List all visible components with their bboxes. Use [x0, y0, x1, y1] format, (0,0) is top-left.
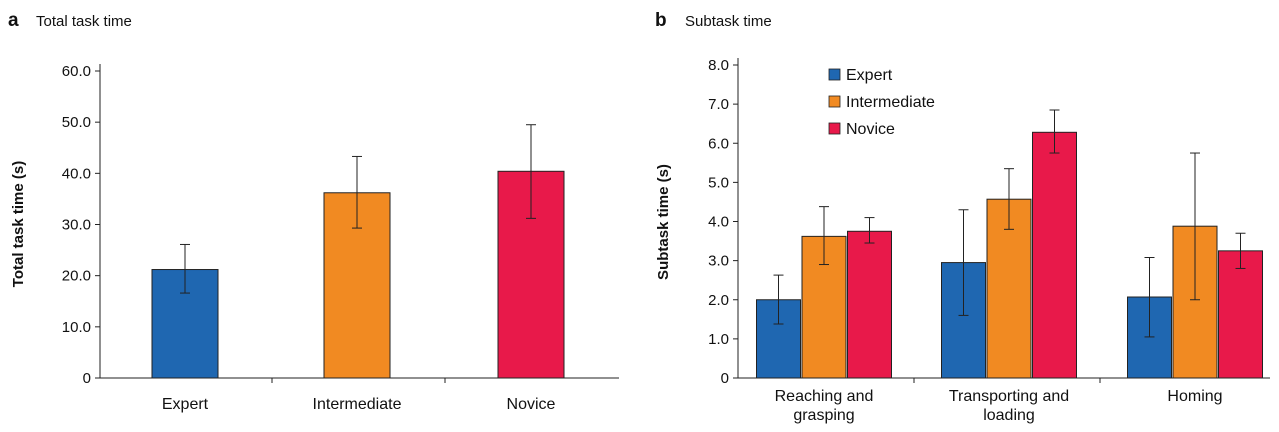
panel-a-y-tick-label: 50.0 — [62, 114, 91, 131]
panel-a-y-tick-label: 10.0 — [62, 319, 91, 336]
legend-label: Novice — [846, 121, 895, 138]
panel-b-bar — [1218, 250, 1263, 379]
panel-a-chart: 0 10.0 20.0 30.0 40.0 50.0 60.0 Expert Intermedi… — [62, 63, 619, 413]
panel-a-y-axis-title: Total task time (s) — [10, 161, 27, 287]
panel-b-y-tick-label: 4.0 — [708, 214, 729, 231]
legend-swatch — [828, 122, 841, 135]
legend-label: Expert — [846, 67, 893, 84]
panel-a-y-tick-label: 20.0 — [62, 268, 91, 285]
panel-b-bar — [1032, 131, 1077, 379]
panel-a-letter: a — [8, 10, 19, 31]
panel-b-x-tick-label: loading — [983, 407, 1035, 424]
panel-b-y-axis-title: Subtask time (s) — [655, 164, 672, 280]
panel-b-x-tick-label: grasping — [793, 407, 854, 424]
panel-b-chart: 0 1.0 2.0 3.0 4.0 5.0 6.0 7.0 8.0 Reaching and gra… — [708, 57, 1270, 424]
panel-b-y-tick-label: 2.0 — [708, 292, 729, 309]
panel-b-bar — [847, 230, 892, 379]
legend-swatch — [828, 68, 841, 81]
panel-b-title: Subtask time — [685, 13, 772, 30]
panel-a-x-tick-label: Intermediate — [313, 396, 402, 413]
panel-b-y-tick-label: 6.0 — [708, 135, 729, 152]
panel-b-letter: b — [655, 10, 667, 31]
panel-b-y-tick-label: 1.0 — [708, 331, 729, 348]
panel-b-y-tick-label: 8.0 — [708, 57, 729, 74]
panel-b-x-tick-label: Reaching and — [775, 388, 874, 405]
panel-a-y-tick-label: 40.0 — [62, 165, 91, 182]
legend-swatch — [828, 95, 841, 108]
legend-label: Intermediate — [846, 94, 935, 111]
panel-b-y-tick-label: 7.0 — [708, 96, 729, 113]
panel-b-y-tick-label: 3.0 — [708, 253, 729, 270]
panel-a-x-tick-label: Novice — [507, 396, 556, 413]
panel-a-y-tick-label: 60.0 — [62, 63, 91, 80]
panel-a-title: Total task time — [36, 13, 132, 30]
panel-a-y-tick-label: 30.0 — [62, 217, 91, 234]
panel-a-y-tick-label: 0 — [83, 370, 91, 387]
panel-a-x-tick-label: Expert — [162, 396, 209, 413]
panel-b-y-tick-label: 5.0 — [708, 174, 729, 191]
panel-b-y-tick-label: 0 — [721, 370, 729, 387]
panel-b-x-tick-label: Transporting and — [949, 388, 1069, 405]
panel-b-x-tick-label: Homing — [1167, 388, 1222, 405]
